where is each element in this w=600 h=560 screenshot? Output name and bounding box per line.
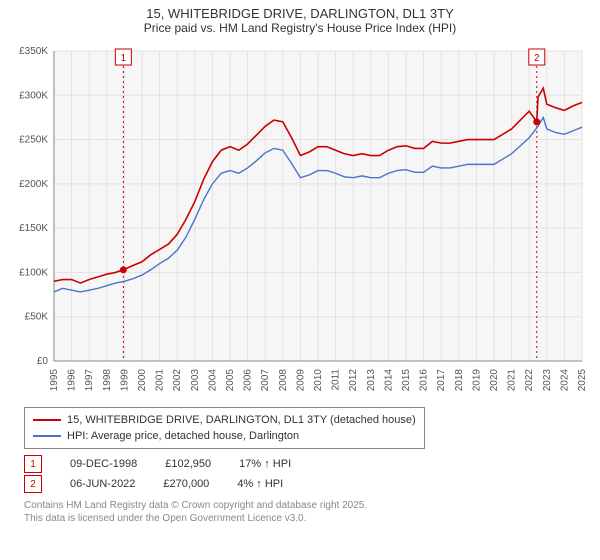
sales-list: 1 09-DEC-1998 £102,950 17% ↑ HPI 2 06-JU… bbox=[24, 455, 576, 493]
svg-text:2: 2 bbox=[534, 53, 540, 64]
svg-text:2012: 2012 bbox=[348, 369, 359, 392]
svg-text:2017: 2017 bbox=[436, 369, 447, 392]
license-text: Contains HM Land Registry data © Crown c… bbox=[24, 499, 576, 525]
svg-text:2013: 2013 bbox=[366, 369, 377, 392]
svg-text:2000: 2000 bbox=[137, 369, 148, 392]
svg-text:2014: 2014 bbox=[383, 369, 394, 392]
svg-text:2011: 2011 bbox=[331, 369, 342, 391]
legend-item: HPI: Average price, detached house, Darl… bbox=[33, 428, 416, 444]
svg-text:2009: 2009 bbox=[295, 369, 306, 392]
legend: 15, WHITEBRIDGE DRIVE, DARLINGTON, DL1 3… bbox=[24, 407, 425, 449]
sale-row: 2 06-JUN-2022 £270,000 4% ↑ HPI bbox=[24, 475, 576, 493]
license-line: This data is licensed under the Open Gov… bbox=[24, 512, 576, 525]
svg-text:2018: 2018 bbox=[454, 369, 465, 392]
sale-date: 06-JUN-2022 bbox=[70, 478, 135, 490]
svg-text:2021: 2021 bbox=[507, 369, 518, 392]
svg-text:2006: 2006 bbox=[243, 369, 254, 392]
svg-text:£100K: £100K bbox=[19, 267, 48, 278]
legend-label: HPI: Average price, detached house, Darl… bbox=[67, 428, 299, 444]
svg-text:2002: 2002 bbox=[172, 369, 183, 392]
sale-marker-icon: 2 bbox=[24, 475, 42, 493]
svg-text:£150K: £150K bbox=[19, 223, 48, 234]
svg-text:2015: 2015 bbox=[401, 369, 412, 392]
page-subtitle: Price paid vs. HM Land Registry's House … bbox=[0, 21, 600, 39]
chart-svg: £0 £50K £100K £150K £200K £250K £300K £350K 1995… bbox=[0, 39, 600, 399]
svg-text:1999: 1999 bbox=[119, 369, 130, 392]
sale-row: 1 09-DEC-1998 £102,950 17% ↑ HPI bbox=[24, 455, 576, 473]
legend-swatch bbox=[33, 435, 61, 437]
svg-text:2007: 2007 bbox=[260, 369, 271, 392]
legend-item: 15, WHITEBRIDGE DRIVE, DARLINGTON, DL1 3… bbox=[33, 412, 416, 428]
svg-text:2004: 2004 bbox=[207, 369, 218, 392]
svg-text:£250K: £250K bbox=[19, 135, 48, 146]
svg-text:2005: 2005 bbox=[225, 369, 236, 392]
legend-swatch bbox=[33, 419, 61, 421]
svg-text:2024: 2024 bbox=[559, 369, 570, 392]
svg-text:£300K: £300K bbox=[19, 90, 48, 101]
svg-text:2008: 2008 bbox=[278, 369, 289, 392]
license-line: Contains HM Land Registry data © Crown c… bbox=[24, 499, 576, 512]
sale-price: £270,000 bbox=[163, 478, 209, 490]
sale-date: 09-DEC-1998 bbox=[70, 458, 137, 470]
svg-text:2019: 2019 bbox=[471, 369, 482, 392]
footer: 15, WHITEBRIDGE DRIVE, DARLINGTON, DL1 3… bbox=[0, 399, 600, 525]
svg-text:2003: 2003 bbox=[190, 369, 201, 392]
svg-text:2001: 2001 bbox=[155, 369, 166, 392]
svg-text:1997: 1997 bbox=[84, 369, 95, 392]
legend-label: 15, WHITEBRIDGE DRIVE, DARLINGTON, DL1 3… bbox=[67, 412, 416, 428]
svg-text:£350K: £350K bbox=[19, 46, 48, 57]
sale-marker-icon: 1 bbox=[24, 455, 42, 473]
sale-delta: 4% ↑ HPI bbox=[237, 478, 283, 490]
svg-text:1998: 1998 bbox=[102, 369, 113, 392]
svg-text:£50K: £50K bbox=[25, 312, 49, 323]
svg-text:2016: 2016 bbox=[419, 369, 430, 392]
svg-text:2022: 2022 bbox=[524, 369, 535, 392]
sale-delta: 17% ↑ HPI bbox=[239, 458, 291, 470]
svg-text:2025: 2025 bbox=[577, 369, 588, 392]
svg-text:1996: 1996 bbox=[67, 369, 78, 392]
sale-price: £102,950 bbox=[165, 458, 211, 470]
svg-text:1: 1 bbox=[121, 53, 127, 64]
page-title: 15, WHITEBRIDGE DRIVE, DARLINGTON, DL1 3… bbox=[0, 0, 600, 21]
svg-text:2023: 2023 bbox=[542, 369, 553, 392]
svg-text:2020: 2020 bbox=[489, 369, 500, 392]
svg-text:1995: 1995 bbox=[49, 369, 60, 392]
svg-text:£200K: £200K bbox=[19, 179, 48, 190]
svg-text:£0: £0 bbox=[37, 356, 49, 367]
svg-text:2010: 2010 bbox=[313, 369, 324, 392]
chart: £0 £50K £100K £150K £200K £250K £300K £350K 1995… bbox=[0, 39, 600, 399]
